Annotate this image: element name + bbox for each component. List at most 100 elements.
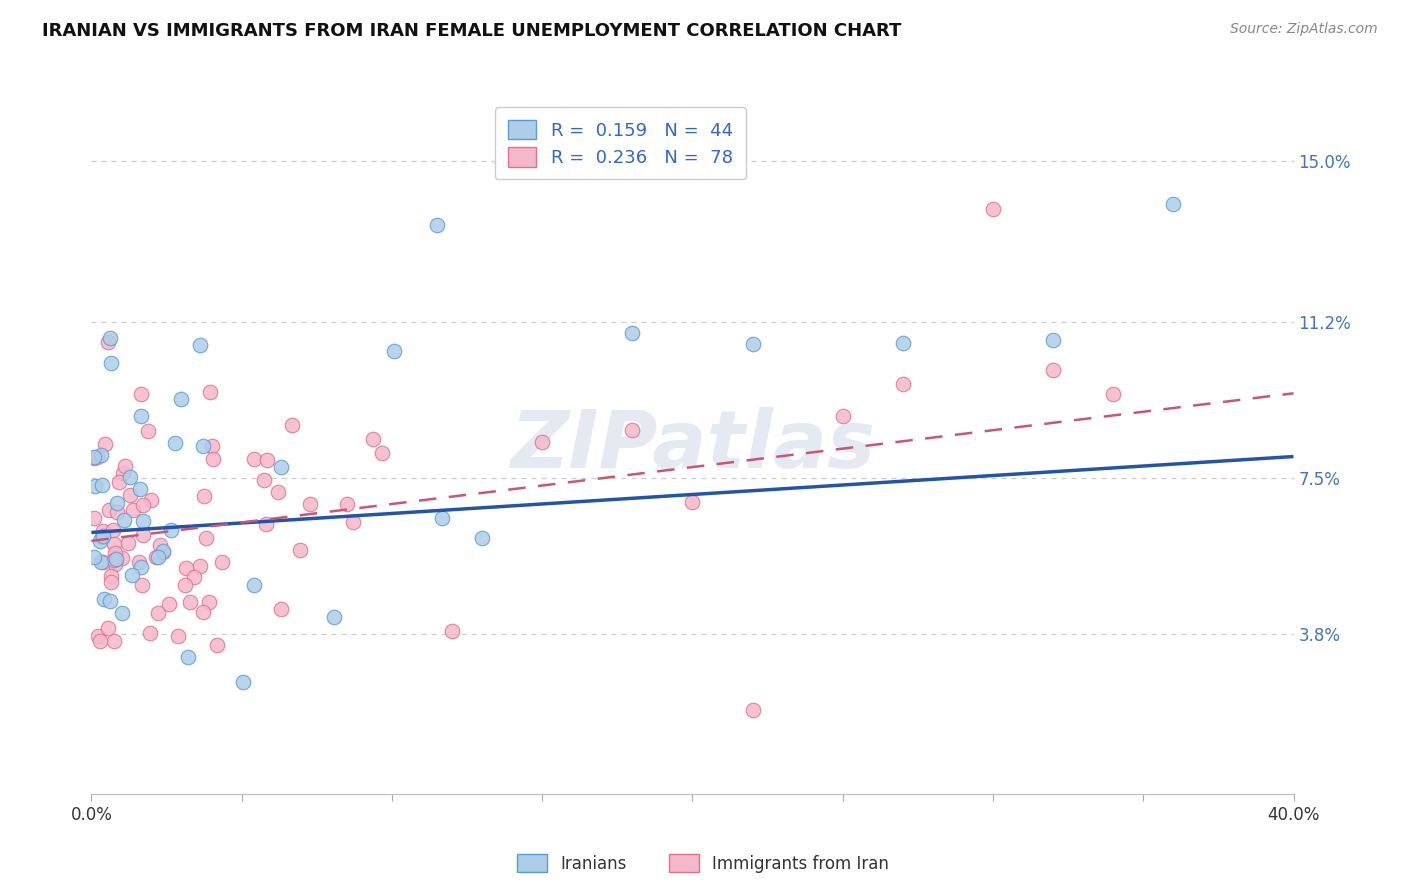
Point bbox=[111, 606, 134, 620]
Point bbox=[139, 492, 162, 507]
Point bbox=[121, 568, 143, 582]
Point bbox=[114, 458, 136, 473]
Point bbox=[531, 434, 554, 449]
Point bbox=[83, 511, 105, 525]
Point bbox=[254, 517, 277, 532]
Point bbox=[163, 436, 186, 450]
Point bbox=[891, 377, 914, 392]
Text: ZIPatlas: ZIPatlas bbox=[510, 407, 875, 485]
Point bbox=[111, 551, 134, 566]
Point bbox=[121, 503, 143, 517]
Point bbox=[128, 555, 150, 569]
Point bbox=[270, 602, 292, 616]
Point bbox=[98, 331, 121, 345]
Text: Source: ZipAtlas.com: Source: ZipAtlas.com bbox=[1230, 22, 1378, 37]
Point bbox=[741, 702, 763, 716]
Point bbox=[98, 503, 121, 517]
Point bbox=[138, 626, 160, 640]
Point bbox=[104, 557, 127, 571]
Point bbox=[98, 594, 121, 608]
Point bbox=[430, 511, 453, 525]
Point bbox=[342, 516, 364, 530]
Point bbox=[83, 550, 105, 565]
Point bbox=[100, 356, 122, 370]
Point bbox=[145, 550, 167, 565]
Point bbox=[90, 448, 112, 462]
Point bbox=[112, 467, 135, 481]
Point bbox=[86, 450, 108, 464]
Point bbox=[93, 592, 115, 607]
Text: IRANIAN VS IMMIGRANTS FROM IRAN FEMALE UNEMPLOYMENT CORRELATION CHART: IRANIAN VS IMMIGRANTS FROM IRAN FEMALE U… bbox=[42, 22, 901, 40]
Point bbox=[131, 578, 153, 592]
Point bbox=[131, 514, 153, 528]
Point bbox=[120, 469, 142, 483]
Point bbox=[117, 536, 139, 550]
Point bbox=[87, 629, 110, 643]
Point bbox=[105, 505, 128, 519]
Point bbox=[100, 575, 122, 590]
Point bbox=[100, 569, 122, 583]
Point bbox=[91, 530, 114, 544]
Point bbox=[188, 338, 211, 352]
Point bbox=[981, 202, 1004, 217]
Point bbox=[242, 451, 264, 466]
Point bbox=[132, 498, 155, 512]
Point bbox=[198, 384, 221, 399]
Point bbox=[105, 496, 128, 510]
Point bbox=[681, 494, 703, 508]
Point bbox=[201, 439, 224, 453]
Point bbox=[93, 437, 115, 451]
Point bbox=[152, 544, 174, 558]
Point bbox=[197, 594, 219, 608]
Point bbox=[112, 513, 135, 527]
Point bbox=[323, 610, 346, 624]
Point bbox=[97, 334, 120, 349]
Point bbox=[83, 450, 105, 465]
Point bbox=[256, 453, 278, 467]
Point bbox=[1042, 334, 1064, 348]
Point bbox=[136, 424, 159, 438]
Point bbox=[91, 478, 114, 492]
Point bbox=[211, 555, 233, 569]
Point bbox=[188, 559, 211, 574]
Point bbox=[89, 633, 111, 648]
Point bbox=[174, 578, 197, 592]
Point bbox=[281, 417, 304, 432]
Point bbox=[90, 555, 112, 569]
Point bbox=[149, 538, 172, 552]
Point bbox=[1102, 387, 1125, 401]
Point bbox=[205, 638, 228, 652]
Point bbox=[201, 451, 224, 466]
Point bbox=[160, 523, 183, 537]
Point bbox=[336, 497, 359, 511]
Point bbox=[831, 409, 853, 423]
Point bbox=[103, 537, 125, 551]
Point bbox=[167, 629, 190, 643]
Point bbox=[103, 553, 125, 567]
Point bbox=[129, 387, 152, 401]
Point bbox=[183, 570, 205, 584]
Point bbox=[97, 621, 120, 635]
Point bbox=[371, 446, 394, 460]
Point bbox=[83, 479, 105, 493]
Point bbox=[195, 531, 218, 545]
Point bbox=[177, 650, 200, 665]
Point bbox=[129, 409, 152, 423]
Point bbox=[440, 624, 463, 639]
Point bbox=[91, 524, 114, 538]
Point bbox=[361, 432, 384, 446]
Point bbox=[299, 497, 322, 511]
Legend: R =  0.159   N =  44, R =  0.236   N =  78: R = 0.159 N = 44, R = 0.236 N = 78 bbox=[495, 107, 745, 179]
Point bbox=[179, 595, 201, 609]
Point bbox=[93, 529, 115, 543]
Point bbox=[152, 545, 174, 559]
Point bbox=[288, 543, 311, 558]
Point bbox=[426, 218, 449, 232]
Point bbox=[157, 597, 180, 611]
Point bbox=[118, 488, 141, 502]
Point bbox=[105, 552, 128, 566]
Point bbox=[891, 336, 914, 351]
Point bbox=[1161, 197, 1184, 211]
Point bbox=[146, 550, 169, 565]
Point bbox=[89, 533, 111, 548]
